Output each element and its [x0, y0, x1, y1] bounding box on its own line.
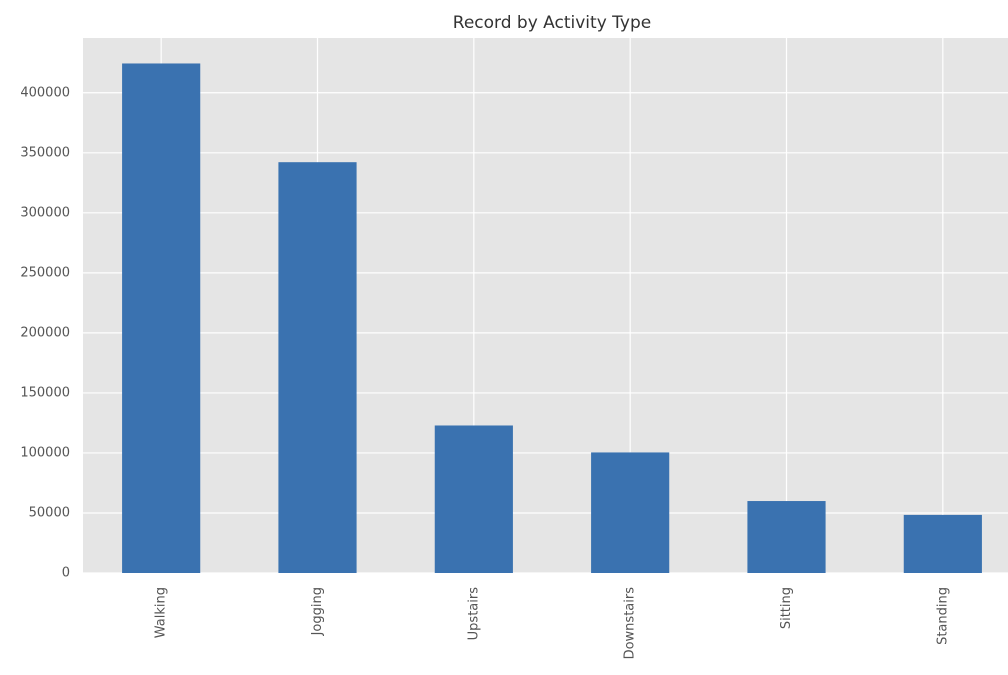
- bar: [122, 63, 201, 573]
- x-tick-label: Upstairs: [466, 587, 481, 641]
- y-tick-label: 100000: [20, 445, 70, 460]
- y-tick-label: 400000: [20, 85, 70, 100]
- bar: [747, 501, 826, 573]
- y-tick-label: 0: [62, 566, 70, 581]
- x-tick-label: Sitting: [779, 587, 794, 629]
- x-tick-label: Jogging: [310, 587, 325, 636]
- y-tick-label: 50000: [29, 505, 70, 520]
- y-tick-label: 350000: [20, 145, 70, 160]
- y-tick-label: 300000: [20, 205, 70, 220]
- x-tick-label: Standing: [935, 587, 950, 645]
- y-tick-label: 250000: [20, 265, 70, 280]
- bar: [903, 514, 982, 573]
- y-tick-label: 150000: [20, 385, 70, 400]
- bar: [591, 452, 670, 573]
- x-tick-label: Walking: [154, 587, 169, 638]
- bar: [278, 162, 357, 573]
- x-tick-label: Downstairs: [623, 587, 638, 660]
- y-tick-label: 200000: [20, 325, 70, 340]
- bar: [434, 425, 513, 573]
- chart-title: Record by Activity Type: [453, 13, 651, 33]
- plot-area: [83, 38, 1008, 573]
